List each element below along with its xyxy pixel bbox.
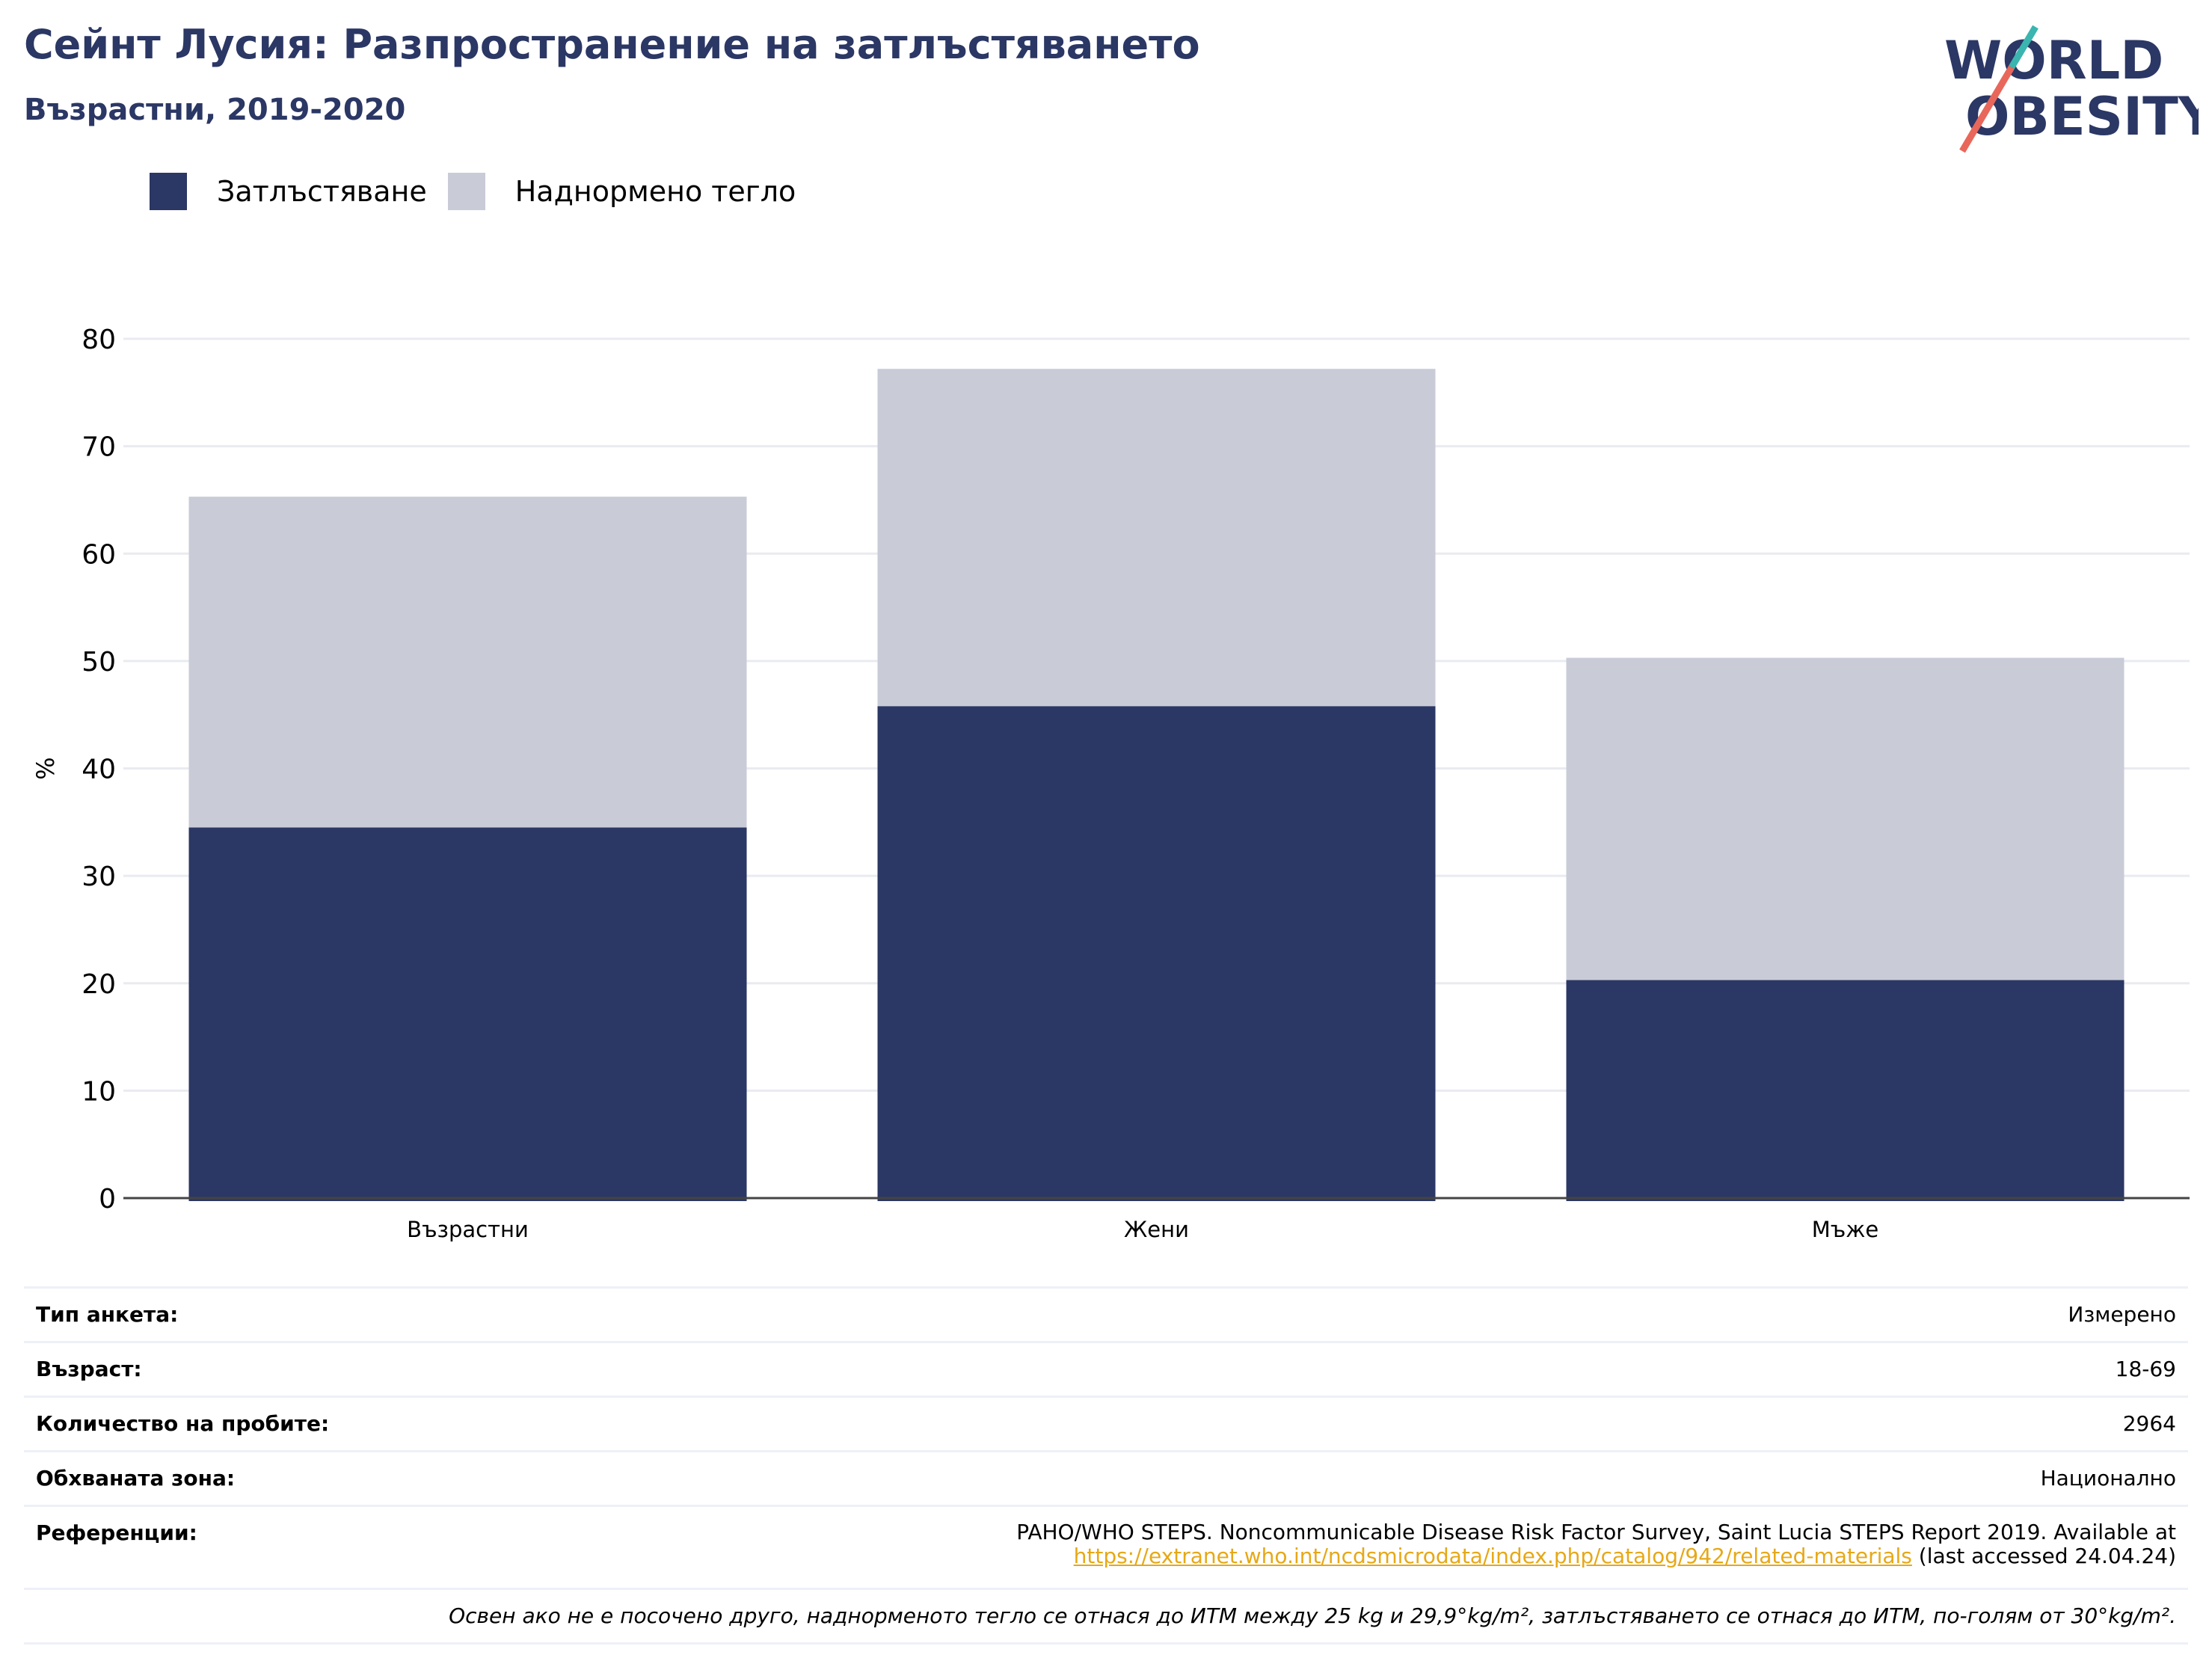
x-tick-label-1: Жени — [1124, 1217, 1189, 1242]
sample-size-value: 2964 — [2122, 1411, 2176, 1436]
y-tick-label-80: 80 — [82, 325, 116, 355]
bar-overweight-0 — [188, 497, 747, 828]
bar-chart: 0 10 20 30 40 50 60 70 80% Възрастни Жени Мъже — [31, 325, 2190, 1242]
area-value: Национално — [2040, 1466, 2176, 1491]
survey-type-value: Измерено — [2068, 1302, 2176, 1327]
bar-obesity-1 — [877, 706, 1436, 1201]
y-tick-label-30: 30 — [82, 862, 116, 892]
meta-row-age: Възраст: 18-69 — [24, 1341, 2188, 1396]
legend-item-obesity[interactable]: Затлъстяване — [150, 173, 427, 210]
meta-row-area: Обхваната зона: Национално — [24, 1450, 2188, 1505]
references-label: Референции: — [36, 1520, 197, 1545]
chart-legend: Затлъстяване Наднормено тегло — [150, 171, 817, 212]
page-title: Сейнт Лусия: Разпространение на затлъстя… — [24, 21, 1200, 68]
area-label: Обхваната зона: — [36, 1466, 236, 1491]
age-label: Възраст: — [36, 1357, 142, 1381]
definition-footnote: Освен ако не е посочено друго, наднормен… — [24, 1588, 2188, 1645]
bar-obesity-0 — [188, 827, 747, 1201]
references-accessed: (last accessed 24.04.24) — [1911, 1544, 2176, 1568]
bar-overweight-1 — [877, 369, 1436, 707]
bar-overweight-2 — [1566, 657, 2125, 980]
y-tick-label-40: 40 — [82, 755, 116, 785]
x-tick-label-0: Възрастни — [407, 1217, 529, 1242]
sample-size-label: Количество на пробите: — [36, 1411, 330, 1436]
legend-item-overweight[interactable]: Наднормено тегло — [447, 173, 796, 210]
meta-row-sample-size: Количество на пробите: 2964 — [24, 1396, 2188, 1450]
references-value: PAHO/WHO STEPS. Noncommunicable Disease … — [1016, 1520, 2176, 1568]
survey-type-label: Тип анкета: — [36, 1302, 179, 1327]
y-tick-label-10: 10 — [82, 1076, 116, 1107]
meta-row-references: Референции: PAHO/WHO STEPS. Noncommunica… — [24, 1505, 2188, 1588]
svg-text:OBESITY: OBESITY — [1965, 86, 2199, 147]
y-tick-label-70: 70 — [82, 432, 116, 463]
y-tick-label-20: 20 — [82, 969, 116, 1000]
legend-label-overweight: Наднормено тегло — [514, 175, 796, 208]
references-text: PAHO/WHO STEPS. Noncommunicable Disease … — [1016, 1520, 2176, 1544]
legend-label-obesity: Затлъстяване — [217, 175, 427, 208]
references-link[interactable]: https://extranet.who.int/ncdsmicrodata/i… — [1073, 1544, 1912, 1568]
world-obesity-logo: WORLD OBESITY — [1944, 25, 2199, 153]
y-tick-label-60: 60 — [82, 539, 116, 570]
legend-swatch-obesity — [150, 173, 187, 210]
svg-text:WORLD: WORLD — [1944, 30, 2163, 91]
page-subtitle: Възрастни, 2019-2020 — [24, 93, 406, 127]
y-axis-label: % — [31, 757, 60, 779]
meta-row-survey-type: Тип анкета: Измерено — [24, 1286, 2188, 1341]
x-tick-label-2: Мъже — [1812, 1217, 1878, 1242]
age-value: 18-69 — [2115, 1357, 2176, 1381]
y-tick-label-0: 0 — [99, 1184, 116, 1215]
legend-swatch-overweight — [447, 173, 485, 210]
y-tick-label-50: 50 — [82, 647, 116, 678]
bar-obesity-2 — [1566, 980, 2125, 1201]
survey-metadata-table: Тип анкета: Измерено Възраст: 18-69 Коли… — [24, 1286, 2188, 1645]
